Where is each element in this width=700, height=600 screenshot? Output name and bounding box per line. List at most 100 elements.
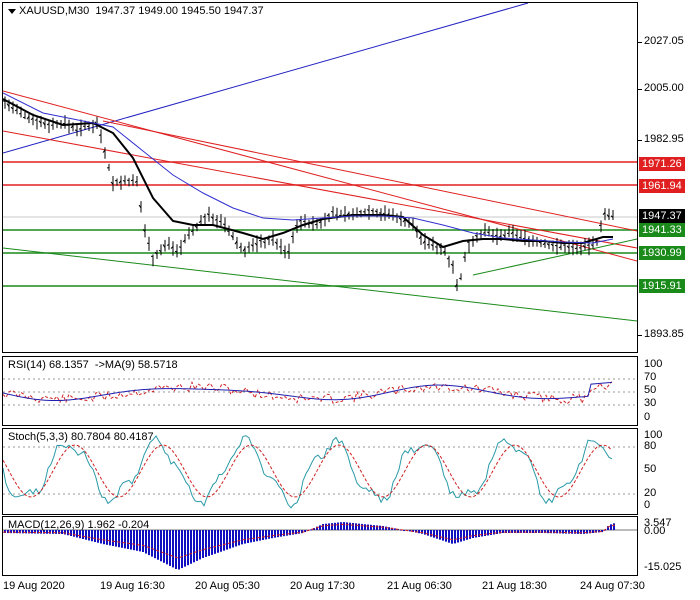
current-price-label: 1947.37 xyxy=(639,209,685,223)
macd-histogram-bar xyxy=(607,526,609,530)
price-bar-tick xyxy=(194,225,198,229)
macd-histogram-bar xyxy=(439,530,441,540)
macd-histogram-bar xyxy=(370,524,372,530)
price-chart-canvas[interactable] xyxy=(3,3,637,352)
macd-histogram-bar xyxy=(205,530,207,557)
trend-line-red xyxy=(102,120,637,232)
macd-histogram-bar xyxy=(172,530,174,568)
macd-histogram-bar xyxy=(532,530,534,533)
price-tick: 2027.05 xyxy=(644,35,684,47)
price-bar-tick xyxy=(550,243,554,247)
macd-histogram-bar xyxy=(331,523,333,530)
macd-histogram-bar xyxy=(586,530,588,534)
macd-histogram-bar xyxy=(268,530,270,539)
price-bar-tick xyxy=(182,239,186,243)
macd-histogram-bar xyxy=(298,530,300,534)
macd-histogram-bar xyxy=(145,530,147,554)
stoch-tick: 0 xyxy=(644,499,651,511)
rsi-pane[interactable]: RSI(14) 68.1357 ->MA(9) 58.5718 xyxy=(2,356,638,426)
macd-histogram-bar xyxy=(232,530,234,548)
macd-histogram-bar xyxy=(589,530,591,534)
macd-histogram-bar xyxy=(592,530,594,533)
macd-histogram-bar xyxy=(4,530,6,534)
macd-histogram-bar xyxy=(433,530,435,538)
macd-histogram-bar xyxy=(70,530,72,536)
macd-histogram-bar xyxy=(562,530,564,534)
rsi-tick: 100 xyxy=(644,358,663,370)
macd-histogram-bar xyxy=(235,530,237,547)
price-bar-tick xyxy=(26,115,30,120)
macd-histogram-bar xyxy=(322,524,324,530)
price-bar-tick xyxy=(414,229,418,233)
rsi-tick: 0 xyxy=(644,411,651,423)
time-tick: 24 Aug 07:30 xyxy=(580,580,645,592)
macd-histogram-bar xyxy=(520,530,522,533)
macd-histogram-bar xyxy=(340,522,342,530)
rsi-tick: 50 xyxy=(644,384,657,396)
price-chart-pane[interactable]: XAUUSD,M30 1947.37 1949.00 1945.50 1947.… xyxy=(2,2,638,353)
price-bar-tick xyxy=(298,219,302,222)
macd-histogram-bar xyxy=(541,530,543,533)
price-bar-tick xyxy=(586,244,590,246)
macd-histogram-bar xyxy=(223,530,225,551)
price-bar-tick xyxy=(542,242,546,246)
macd-histogram-bar xyxy=(193,530,195,563)
stoch-k-line xyxy=(3,435,613,509)
price-bar-tick xyxy=(318,221,322,224)
stochastic-pane[interactable]: Stoch(5,3,3) 80.7804 80.4187 xyxy=(2,428,638,515)
macd-histogram-bar xyxy=(493,530,495,535)
price-tick: 1893.85 xyxy=(644,328,684,340)
macd-histogram-bar xyxy=(46,530,48,534)
macd-histogram-bar xyxy=(22,530,24,534)
macd-histogram-bar xyxy=(535,530,537,533)
macd-canvas[interactable] xyxy=(3,517,637,575)
macd-histogram-bar xyxy=(460,530,462,542)
macd-histogram-bar xyxy=(442,530,444,541)
macd-histogram-bar xyxy=(133,530,135,551)
macd-histogram-bar xyxy=(529,530,531,533)
price-bar-tick xyxy=(450,263,454,267)
macd-histogram-bar xyxy=(487,530,489,536)
macd-histogram-bar xyxy=(286,530,288,536)
macd-histogram-bar xyxy=(496,530,498,534)
stoch-tick: 20 xyxy=(644,487,657,499)
macd-pane[interactable]: MACD(12,26,9) 1.962 -0.204 xyxy=(2,516,638,576)
price-bar-tick xyxy=(34,119,38,121)
price-bar-tick xyxy=(38,120,42,124)
price-bar-tick xyxy=(538,241,542,244)
macd-histogram-bar xyxy=(343,522,345,530)
macd-histogram-bar xyxy=(211,530,213,555)
price-bar-tick xyxy=(590,244,594,247)
macd-histogram-bar xyxy=(319,525,321,530)
price-bar-tick xyxy=(602,212,606,216)
price-bar-tick xyxy=(46,123,50,126)
macd-histogram-bar xyxy=(478,530,480,537)
macd-histogram-bar xyxy=(565,530,567,534)
macd-histogram-bar xyxy=(577,530,579,534)
macd-histogram-bar xyxy=(289,530,291,536)
symbol-header: XAUUSD,M30 1947.37 1949.00 1945.50 1947.… xyxy=(8,5,264,17)
macd-histogram-bar xyxy=(280,530,282,537)
macd-histogram-bar xyxy=(601,530,603,533)
macd-histogram-bar xyxy=(166,530,168,565)
tick-mark xyxy=(638,140,642,141)
trend-line-blue xyxy=(3,3,529,154)
macd-signal-line xyxy=(3,523,616,559)
rsi-canvas[interactable] xyxy=(3,357,637,425)
price-bar-tick xyxy=(42,121,46,126)
stochastic-canvas[interactable] xyxy=(3,429,637,514)
price-bar-tick xyxy=(482,232,486,234)
macd-histogram-bar xyxy=(250,530,252,543)
price-bar-tick xyxy=(250,244,254,247)
macd-histogram-bar xyxy=(421,530,423,534)
macd-histogram-bar xyxy=(523,530,525,533)
macd-histogram-bar xyxy=(379,525,381,530)
macd-histogram-bar xyxy=(334,522,336,530)
rsi-line xyxy=(3,381,613,402)
macd-histogram-bar xyxy=(544,530,546,534)
stoch-d-line xyxy=(3,444,613,498)
macd-histogram-bar xyxy=(208,530,210,556)
macd-histogram-bar xyxy=(571,530,573,534)
price-bar-tick xyxy=(134,180,138,183)
macd-histogram-bar xyxy=(157,530,159,560)
